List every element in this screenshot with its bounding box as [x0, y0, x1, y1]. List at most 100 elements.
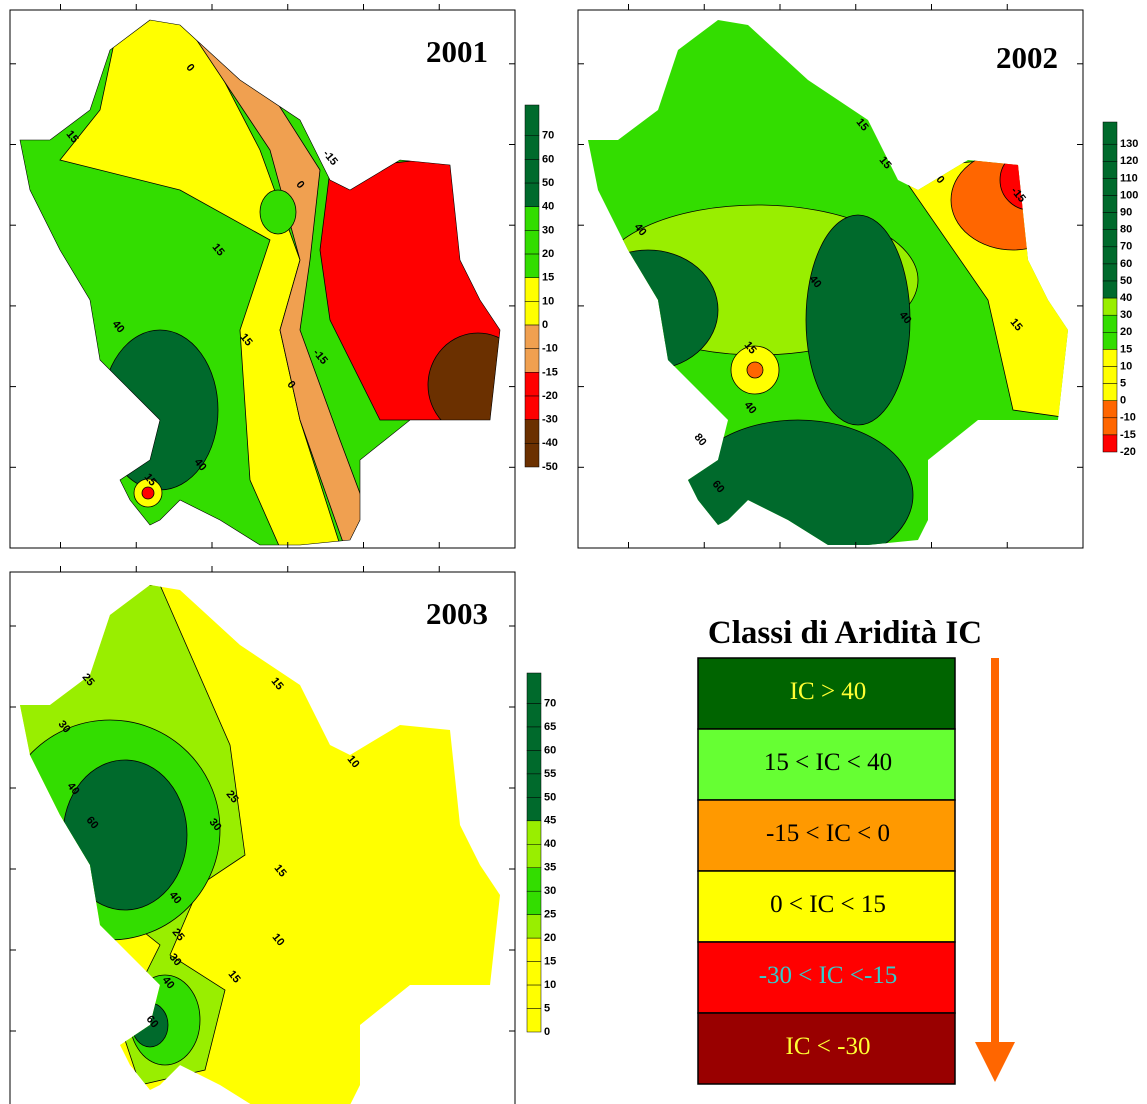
- colorbar-label: 50: [544, 791, 556, 803]
- contour-label: 80: [692, 431, 709, 448]
- colorbar-label: 30: [544, 885, 556, 897]
- colorbar-label: 10: [1120, 360, 1132, 372]
- colorbar-segment: [1103, 230, 1117, 247]
- colorbar-label: -20: [1120, 446, 1136, 458]
- colorbar-label: 15: [542, 272, 554, 284]
- colorbar-label: 10: [544, 979, 556, 991]
- colorbar-segment: [1103, 178, 1117, 195]
- colorbar-segment: [527, 797, 541, 820]
- colorbar-segment: [1103, 122, 1117, 144]
- contour-label: -15: [320, 148, 339, 168]
- colorbar-segment: [1103, 435, 1117, 452]
- colorbar-label: 80: [1120, 224, 1132, 236]
- colorbar-label: 120: [1120, 155, 1138, 167]
- arrow-head: [975, 1042, 1015, 1082]
- colorbar-label: 70: [1120, 241, 1132, 253]
- colorbar-label: 70: [542, 130, 554, 142]
- legend-title: Classi di Aridità IC: [708, 615, 982, 651]
- colorbar-label: 90: [1120, 207, 1132, 219]
- colorbar-segment: [527, 727, 541, 750]
- legend-class-label: 0 < IC < 15: [770, 891, 886, 918]
- map-panel: 2002 1301201101009080706050403020151050-…: [568, 0, 1138, 570]
- colorbar-label: 60: [544, 744, 556, 756]
- colorbar-label: 65: [544, 721, 556, 733]
- colorbar-segment: [525, 159, 539, 183]
- colorbar-label: 30: [1120, 309, 1132, 321]
- panel-title: 2003: [426, 596, 488, 631]
- colorbar-label: -10: [1120, 412, 1136, 424]
- colorbar-segment: [525, 372, 539, 396]
- colorbar-label: 40: [1120, 292, 1132, 304]
- colorbar-segment: [525, 230, 539, 254]
- colorbar-label: 25: [544, 909, 556, 921]
- colorbar-label: 50: [542, 177, 554, 189]
- colorbar-segment: [527, 673, 541, 704]
- map: [0, 0, 528, 560]
- legend-class-label: -15 < IC < 0: [766, 820, 890, 847]
- colorbar-label: 100: [1120, 189, 1138, 201]
- colorbar-label: 20: [544, 932, 556, 944]
- colorbar-segment: [527, 938, 541, 961]
- colorbar-segment: [1103, 281, 1117, 298]
- colorbar-segment: [525, 278, 539, 302]
- colorbar-segment: [1103, 196, 1117, 213]
- colorbar-label: 50: [1120, 275, 1132, 287]
- colorbar-label: 15: [1120, 343, 1132, 355]
- colorbar-segment: [525, 254, 539, 278]
- colorbar-label: -15: [1120, 429, 1136, 441]
- panel-title: 2001: [426, 34, 488, 69]
- colorbar-label: 20: [542, 248, 554, 260]
- colorbar-segment: [527, 704, 541, 727]
- colorbar-segment: [525, 183, 539, 207]
- colorbar-segment: [1103, 315, 1117, 332]
- map: [568, 0, 1088, 570]
- colorbar-label: 130: [1120, 138, 1138, 150]
- colorbar-segment: [1103, 384, 1117, 401]
- colorbar-segment: [525, 207, 539, 231]
- colorbar-label: 0: [1120, 395, 1126, 407]
- figure: 2001 70605040302015100-10-15-20-30-40-50…: [0, 0, 1147, 1104]
- legend-class-label: IC > 40: [790, 678, 867, 705]
- map: [0, 565, 520, 1104]
- legend-class-label: 15 < IC < 40: [764, 749, 892, 776]
- colorbar-segment: [1103, 247, 1117, 264]
- colorbar-segment: [1103, 144, 1117, 161]
- colorbar-segment: [527, 750, 541, 773]
- colorbar-segment: [1103, 264, 1117, 281]
- colorbar-segment: [1103, 332, 1117, 349]
- colorbar-label: 15: [544, 956, 556, 968]
- colorbar-label: 0: [544, 1026, 550, 1038]
- legend-class-label: -30 < IC <-15: [759, 962, 898, 989]
- colorbar-segment: [527, 844, 541, 867]
- colorbar-segment: [525, 105, 539, 136]
- colorbar-label: 110: [1120, 172, 1138, 184]
- colorbar-label: -15: [542, 366, 558, 378]
- colorbar-segment: [1103, 367, 1117, 384]
- colorbar-segment: [1103, 213, 1117, 230]
- page: {"panels": [ {"title": "2001", "colorbar…: [0, 0, 1147, 1104]
- colorbar-segment: [527, 891, 541, 914]
- colorbar-label: 60: [1120, 258, 1132, 270]
- colorbar-segment: [525, 349, 539, 373]
- colorbar-label: 40: [544, 838, 556, 850]
- colorbar-label: 20: [1120, 326, 1132, 338]
- colorbar-segment: [525, 396, 539, 420]
- colorbar-label: 40: [542, 201, 554, 213]
- colorbar-segment: [1103, 401, 1117, 418]
- legend: Classi di Aridità IC IC > 40 15 < IC < 40…: [698, 615, 1015, 1084]
- colorbar-label: -30: [542, 414, 558, 426]
- colorbar-label: 45: [544, 815, 556, 827]
- map-panel: 2003 70656055504540353025201510502530406…: [0, 565, 556, 1104]
- colorbar-label: 35: [544, 862, 556, 874]
- colorbar-segment: [525, 136, 539, 160]
- panel-title: 2002: [996, 40, 1058, 75]
- colorbar-segment: [527, 821, 541, 844]
- colorbar-label: 55: [544, 768, 556, 780]
- colorbar-label: -50: [542, 461, 558, 473]
- colorbar-segment: [1103, 349, 1117, 366]
- map-panel: 2001 70605040302015100-10-15-20-30-40-50…: [0, 0, 558, 560]
- colorbar-label: 10: [542, 295, 554, 307]
- legend-class-label: IC < -30: [786, 1033, 871, 1060]
- colorbar-label: -10: [542, 343, 558, 355]
- colorbar-label: 0: [542, 319, 548, 331]
